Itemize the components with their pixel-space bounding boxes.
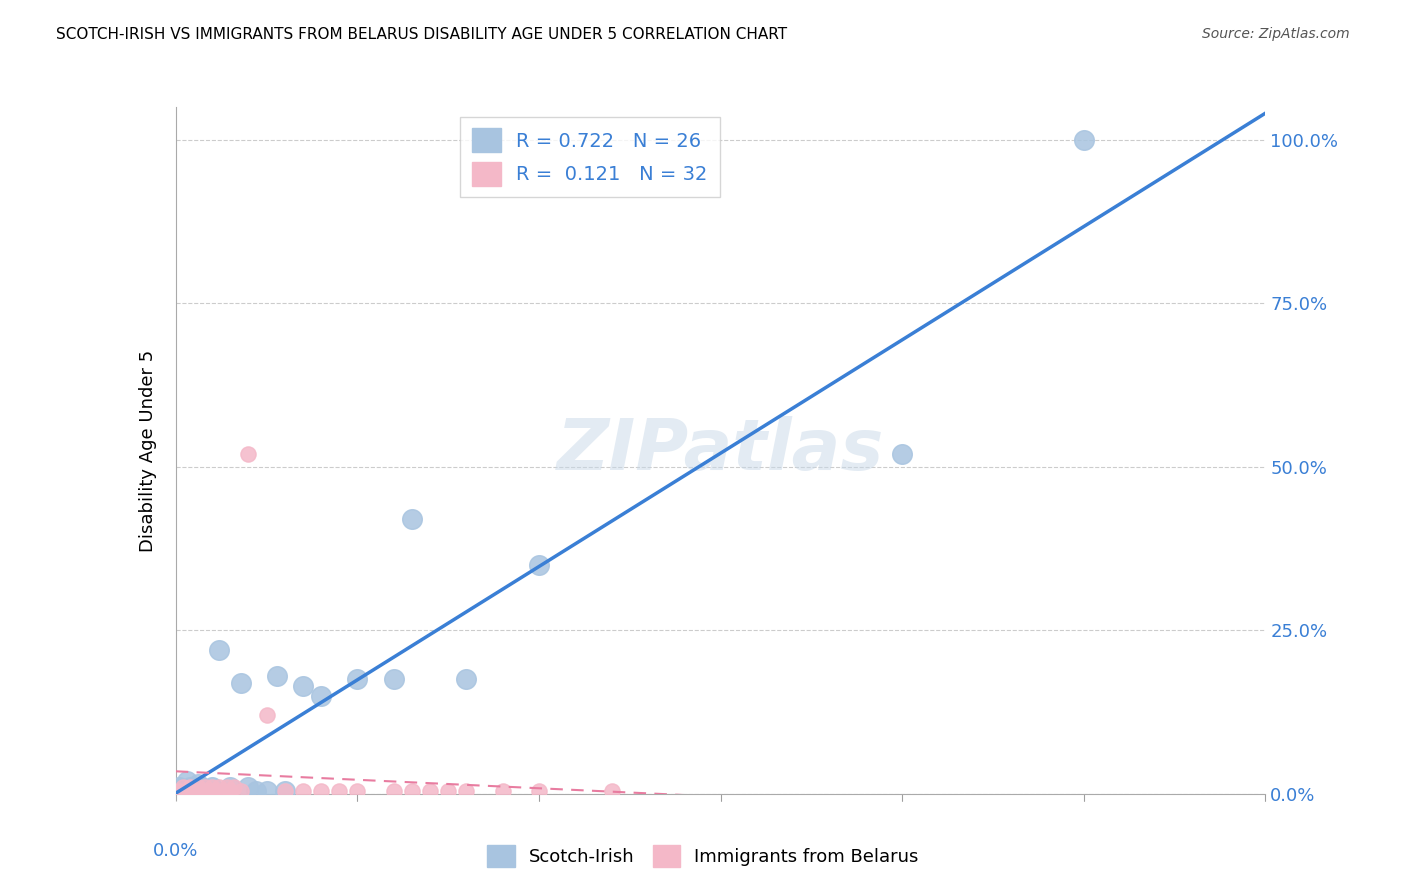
Point bbox=[238, 780, 260, 795]
Text: ZIPatlas: ZIPatlas bbox=[557, 416, 884, 485]
Point bbox=[169, 780, 191, 795]
Point bbox=[176, 773, 198, 788]
Point bbox=[172, 780, 194, 795]
Point bbox=[194, 780, 217, 795]
Point bbox=[382, 673, 405, 687]
Point bbox=[215, 780, 238, 795]
Point bbox=[401, 783, 423, 797]
Point bbox=[179, 780, 201, 795]
Point bbox=[527, 783, 550, 797]
Point bbox=[456, 783, 478, 797]
Point bbox=[208, 780, 231, 795]
Point bbox=[266, 669, 288, 683]
Point bbox=[194, 783, 217, 797]
Point bbox=[179, 780, 201, 795]
Point bbox=[600, 783, 623, 797]
Point bbox=[382, 783, 405, 797]
Point bbox=[291, 783, 314, 797]
Text: 0.0%: 0.0% bbox=[153, 842, 198, 860]
Point bbox=[176, 783, 198, 797]
Point bbox=[169, 783, 191, 797]
Point bbox=[186, 777, 209, 791]
Point bbox=[222, 780, 245, 795]
Point bbox=[274, 783, 297, 797]
Point bbox=[190, 783, 212, 797]
Point bbox=[183, 783, 205, 797]
Point bbox=[238, 447, 260, 461]
Point bbox=[1073, 133, 1095, 147]
Point bbox=[346, 783, 368, 797]
Y-axis label: Disability Age Under 5: Disability Age Under 5 bbox=[139, 350, 157, 551]
Point bbox=[346, 673, 368, 687]
Text: SCOTCH-IRISH VS IMMIGRANTS FROM BELARUS DISABILITY AGE UNDER 5 CORRELATION CHART: SCOTCH-IRISH VS IMMIGRANTS FROM BELARUS … bbox=[56, 27, 787, 42]
Point bbox=[201, 780, 224, 795]
Point bbox=[190, 780, 212, 795]
Point bbox=[219, 783, 242, 797]
Point bbox=[186, 780, 209, 795]
Point bbox=[212, 783, 235, 797]
Point bbox=[231, 783, 253, 797]
Point bbox=[197, 783, 219, 797]
Point bbox=[328, 783, 350, 797]
Point bbox=[456, 673, 478, 687]
Point bbox=[245, 783, 267, 797]
Point bbox=[204, 783, 226, 797]
Point bbox=[274, 783, 297, 797]
Point bbox=[219, 780, 242, 795]
Text: Source: ZipAtlas.com: Source: ZipAtlas.com bbox=[1202, 27, 1350, 41]
Point bbox=[231, 675, 253, 690]
Point bbox=[437, 783, 460, 797]
Legend: R = 0.722   N = 26, R =  0.121   N = 32: R = 0.722 N = 26, R = 0.121 N = 32 bbox=[460, 117, 720, 197]
Point bbox=[172, 783, 194, 797]
Point bbox=[256, 708, 278, 723]
Point bbox=[492, 783, 515, 797]
Point bbox=[309, 783, 332, 797]
Legend: Scotch-Irish, Immigrants from Belarus: Scotch-Irish, Immigrants from Belarus bbox=[481, 838, 925, 874]
Point bbox=[208, 643, 231, 657]
Point bbox=[256, 783, 278, 797]
Point bbox=[201, 780, 224, 795]
Point bbox=[527, 558, 550, 572]
Point bbox=[419, 783, 441, 797]
Point bbox=[291, 679, 314, 693]
Point bbox=[401, 512, 423, 526]
Point bbox=[891, 447, 914, 461]
Point bbox=[309, 689, 332, 703]
Point bbox=[183, 783, 205, 797]
